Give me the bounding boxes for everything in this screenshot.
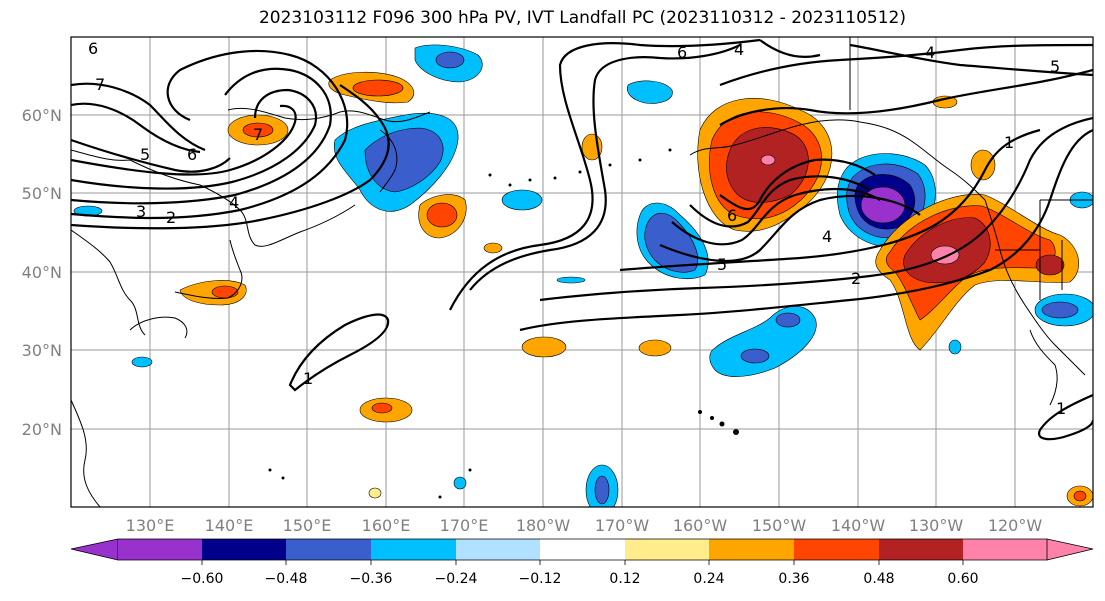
- lon-label: 140°E: [205, 516, 254, 535]
- colorbar-segment: [794, 539, 879, 560]
- contour-label: 1: [1004, 133, 1014, 152]
- colorbar-segment: [625, 539, 709, 560]
- contour-label: 5: [717, 255, 727, 274]
- lon-label: 150°E: [283, 516, 332, 535]
- colorbar: −0.60 −0.48 −0.36 −0.24 −0.12 0.12 0.24 …: [70, 538, 1094, 587]
- contour-label: 4: [734, 40, 744, 59]
- contour-label: 4: [229, 193, 239, 212]
- colorbar-segment: [202, 539, 286, 560]
- filled-anomalies: [73, 44, 1093, 507]
- lon-label: 150°W: [752, 516, 807, 535]
- longitude-axis: 130°E 140°E 150°E 160°E 170°E 180°W 170°…: [126, 516, 1043, 535]
- map-border: [70, 36, 1094, 508]
- colorbar-segment: [1046, 538, 1094, 561]
- contour-label: 6: [727, 206, 737, 225]
- islands: [268, 148, 739, 499]
- contour-label: 1: [1056, 399, 1066, 418]
- colorbar-segment: [286, 539, 371, 560]
- contour-label: 1: [303, 369, 313, 388]
- pv-contours: [71, 38, 1093, 441]
- colorbar-tick-label: −0.36: [350, 571, 393, 587]
- contour-label: 7: [95, 75, 105, 94]
- lat-label: 20°N: [22, 420, 62, 439]
- latitude-axis: 60°N 50°N 40°N 30°N 20°N: [22, 106, 62, 439]
- contour-label: 4: [822, 227, 832, 246]
- colorbar-tick-label: −0.48: [265, 571, 308, 587]
- lon-label: 170°W: [595, 516, 650, 535]
- colorbar-tick-label: 0.60: [947, 571, 978, 587]
- contour-label: 6: [88, 39, 98, 58]
- contour-label: 2: [851, 269, 861, 288]
- colorbar-segment: [456, 539, 540, 560]
- colorbar-tick-label: 0.24: [693, 571, 724, 587]
- colorbar-tick-label: 0.36: [778, 571, 809, 587]
- contour-label-layer: 6 7 5 6 3 2 4 7 1 4 6 4 6 5 2 1 1 5 4: [88, 39, 1066, 418]
- contour-label: 2: [166, 208, 176, 227]
- contour-label: 3: [136, 202, 146, 221]
- lon-label: 130°E: [126, 516, 175, 535]
- lon-label: 130°W: [909, 516, 964, 535]
- lat-label: 40°N: [22, 263, 62, 282]
- contour-label: 4: [925, 43, 935, 62]
- lon-label: 120°W: [988, 516, 1043, 535]
- lon-label: 170°E: [440, 516, 489, 535]
- colorbar-segment: [118, 539, 202, 560]
- lon-label: 140°W: [831, 516, 886, 535]
- colorbar-segment: [879, 539, 963, 560]
- colorbar-segment: [540, 539, 625, 560]
- lat-label: 50°N: [22, 184, 62, 203]
- colorbar-tick-label: −0.24: [435, 571, 478, 587]
- colorbar-tick-label: −0.12: [519, 571, 562, 587]
- contour-label: 7: [253, 125, 263, 144]
- contour-label: 6: [677, 43, 687, 62]
- lon-label: 180°W: [516, 516, 571, 535]
- colorbar-segment: [709, 539, 794, 560]
- lon-label: 160°E: [362, 516, 411, 535]
- lat-label: 30°N: [22, 341, 62, 360]
- colorbar-segment: [70, 538, 119, 561]
- lon-label: 160°W: [673, 516, 728, 535]
- contour-label: 5: [1050, 57, 1060, 76]
- colorbar-segment: [963, 539, 1047, 560]
- contour-label: 5: [140, 145, 150, 164]
- colorbar-tick-label: 0.48: [863, 571, 894, 587]
- colorbar-tick-label: −0.60: [181, 571, 224, 587]
- contour-label: 6: [187, 145, 197, 164]
- colorbar-tick-label: 0.12: [609, 571, 640, 587]
- coastlines: [71, 37, 1093, 507]
- map-title: 2023103112 F096 300 hPa PV, IVT Landfall…: [258, 8, 906, 28]
- lat-label: 60°N: [22, 106, 62, 125]
- gridlines: [71, 37, 1093, 507]
- colorbar-segment: [371, 539, 456, 560]
